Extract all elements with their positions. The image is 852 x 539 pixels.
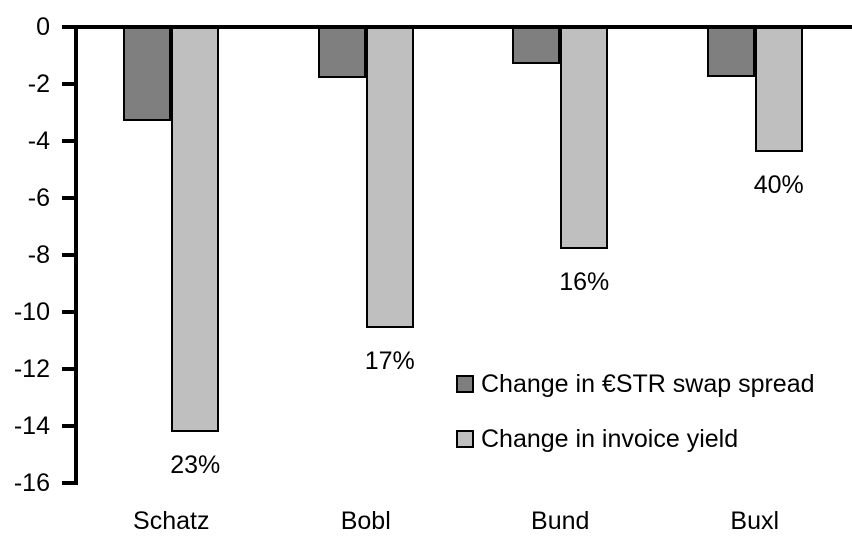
bar-buxl-swap-spread [706,27,755,77]
x-axis-zero-line [64,25,852,29]
bar-schatz-swap-spread [123,27,172,122]
y-axis-tick-label: -8 [27,241,50,269]
y-axis-tick-label: -4 [27,127,50,155]
y-axis-tick [62,253,78,257]
bar-schatz-invoice-yield [171,27,220,432]
y-axis-tick [62,25,78,29]
bar-bobl-invoice-yield [365,27,414,328]
bar-bobl-swap-spread [317,27,366,79]
y-axis-tick [62,82,78,86]
y-axis-tick-label: -2 [27,70,50,98]
data-label-bobl: 17% [364,346,415,375]
y-axis-tick [62,367,78,371]
y-axis-tick-label: 0 [36,13,50,41]
x-axis-category-label-bobl: Bobl [340,507,391,535]
y-axis-tick-label: -10 [13,298,50,326]
legend-swatch-invoice-yield-icon [456,430,474,448]
y-axis-tick [62,196,78,200]
bar-buxl-invoice-yield [754,27,803,153]
y-axis-tick-label: -12 [13,355,50,383]
legend-item-swap-spread: Change in €STR swap spread [456,371,815,397]
legend-label-swap-spread: Change in €STR swap spread [481,370,815,398]
y-axis-tick [62,424,78,428]
bar-bund-invoice-yield [560,27,609,250]
y-axis-tick-label: -16 [13,469,50,497]
data-label-bund: 16% [559,268,610,297]
y-axis-tick-label: -14 [13,412,50,440]
x-axis-category-label-bund: Bund [531,507,590,535]
y-axis-tick [62,139,78,143]
data-label-schatz: 23% [170,450,221,479]
x-axis-category-label-buxl: Buxl [730,507,780,535]
legend-label-invoice-yield: Change in invoice yield [481,425,739,453]
y-axis-tick-label: -6 [27,184,50,212]
legend-swatch-swap-spread-icon [456,375,474,393]
y-axis-tick [62,481,78,485]
legend-item-invoice-yield: Change in invoice yield [456,426,815,452]
data-label-buxl: 40% [753,171,804,200]
bar-bund-swap-spread [512,27,561,65]
x-axis-category-label-schatz: Schatz [133,507,210,535]
y-axis-tick [62,310,78,314]
legend: Change in €STR swap spread Change in inv… [456,371,815,452]
